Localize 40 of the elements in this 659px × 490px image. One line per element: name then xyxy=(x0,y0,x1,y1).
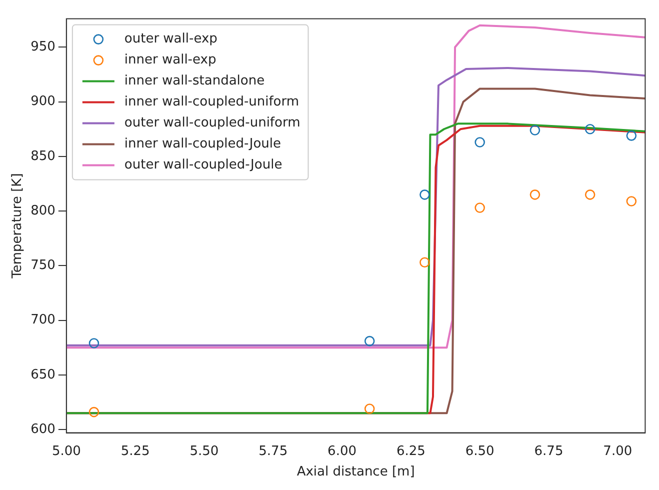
point xyxy=(530,190,540,200)
x-tick-label: 5.50 xyxy=(190,444,219,459)
x-tick-label: 5.25 xyxy=(120,444,150,459)
y-tick-label: 850 xyxy=(30,148,56,164)
legend-label: inner wall-coupled-uniform xyxy=(124,94,300,110)
point xyxy=(584,124,596,134)
point xyxy=(474,137,485,148)
point xyxy=(626,196,637,206)
point xyxy=(626,130,637,141)
point xyxy=(420,257,430,268)
point xyxy=(364,404,375,414)
x-tick-label: 5.75 xyxy=(258,444,288,459)
x-tick-label: 6.00 xyxy=(328,444,356,459)
legend-label: inner wall-exp xyxy=(124,52,216,68)
point xyxy=(584,190,596,200)
legend-label: outer wall-exp xyxy=(124,32,218,47)
legend-label: outer wall-coupled-Joule xyxy=(124,158,282,173)
y-tick-label: 700 xyxy=(30,312,56,328)
y-tick-label: 800 xyxy=(30,203,56,218)
y-tick-label: 950 xyxy=(30,40,56,55)
y-tick-label: 600 xyxy=(30,422,56,437)
y-tick-label: 900 xyxy=(30,94,56,110)
point xyxy=(88,406,100,418)
point xyxy=(88,338,100,348)
point xyxy=(420,190,430,200)
legend-label: inner wall-standalone xyxy=(124,74,265,89)
y-tick-label: 750 xyxy=(30,258,56,274)
point xyxy=(474,202,485,213)
x-axis-title: Axial distance [m] xyxy=(296,464,415,480)
point xyxy=(530,125,540,136)
x-tick-label: 6.75 xyxy=(534,444,564,459)
x-tick-label: 7.00 xyxy=(603,444,632,459)
legend-label: outer wall-coupled-uniform xyxy=(124,116,300,131)
y-axis-title: Temperature [K] xyxy=(10,173,26,280)
x-tick-label: 5.00 xyxy=(52,444,81,459)
point xyxy=(364,336,375,346)
x-tick-label: 6.25 xyxy=(396,444,426,459)
y-tick-label: 650 xyxy=(30,367,56,382)
legend-label: inner wall-coupled-Joule xyxy=(124,136,282,152)
x-tick-label: 6.50 xyxy=(465,444,494,459)
